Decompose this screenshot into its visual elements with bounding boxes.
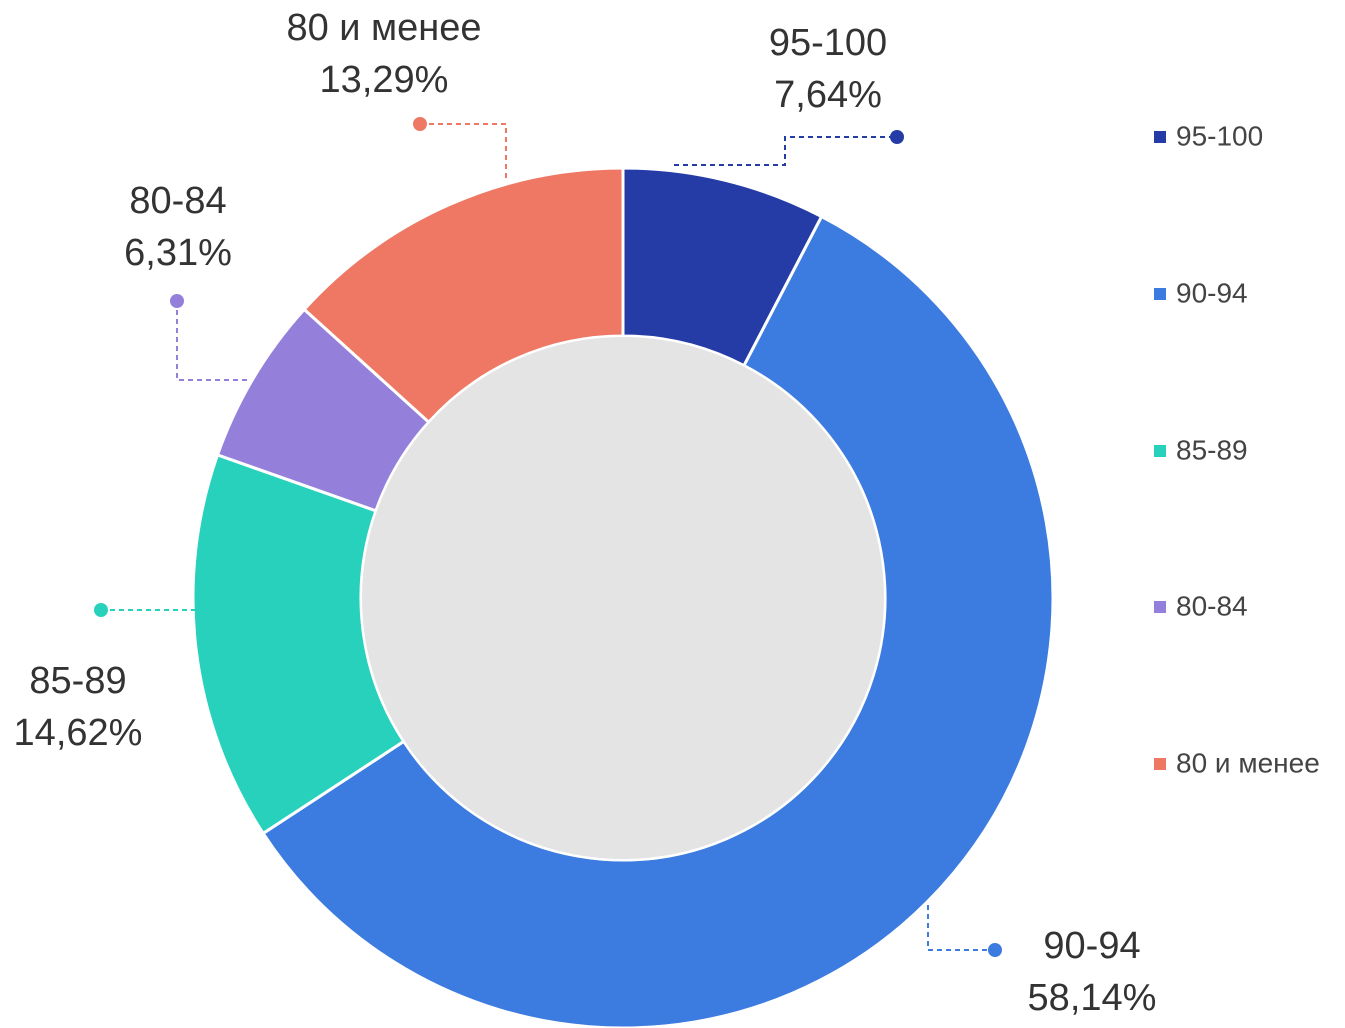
- legend-swatch: [1154, 131, 1166, 143]
- leader-line: [176, 301, 250, 381]
- slice-value-label: 58,14%: [1028, 977, 1157, 1019]
- slice-category: 90-94: [1043, 925, 1140, 967]
- leader-line: [420, 123, 507, 180]
- leader-dot: [413, 117, 427, 131]
- donut-slice: [191, 452, 406, 836]
- legend-swatch: [1154, 601, 1166, 613]
- donut-hole: [362, 337, 884, 859]
- legend-label: 80 и менее: [1176, 747, 1320, 778]
- leader-line: [674, 136, 897, 166]
- slice-value-label: 13,29%: [320, 59, 449, 101]
- legend-swatch: [1154, 758, 1166, 770]
- donut-slice: [302, 166, 625, 425]
- leader-dot: [94, 603, 108, 617]
- leader-dot: [988, 943, 1002, 957]
- slice-category: 95-100: [769, 22, 887, 64]
- leader-dot: [170, 294, 184, 308]
- legend-label: 85-89: [1176, 434, 1248, 465]
- leader-line: [927, 905, 995, 951]
- slice-category: 80 и менее: [286, 7, 481, 49]
- legend-swatch: [1154, 288, 1166, 300]
- slice-value-label: 7,64%: [774, 74, 882, 116]
- legend-swatch: [1154, 445, 1166, 457]
- legend-label: 90-94: [1176, 277, 1248, 308]
- slice-value-label: 14,62%: [14, 712, 143, 754]
- slice-value-label: 6,31%: [124, 232, 232, 274]
- slice-category: 85-89: [29, 660, 126, 702]
- slice-category: 80-84: [129, 180, 226, 222]
- legend-label: 95-100: [1176, 120, 1263, 151]
- legend-label: 80-84: [1176, 590, 1248, 621]
- leader-dot: [890, 130, 904, 144]
- donut-slice: [261, 214, 1055, 1028]
